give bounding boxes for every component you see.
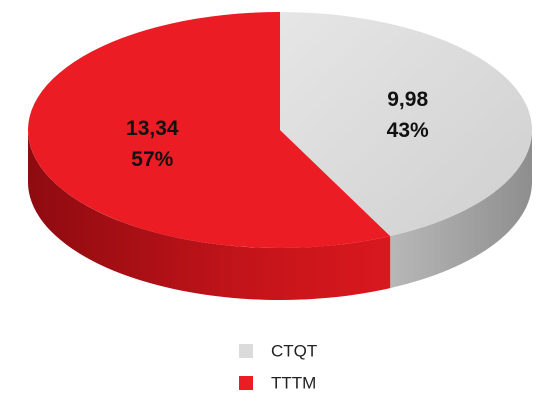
value-label: 9,98 <box>387 88 428 111</box>
percent-label: 57% <box>131 148 173 171</box>
legend-label: CTQT <box>271 341 317 360</box>
legend-label: TTTM <box>271 373 316 392</box>
slice <box>280 12 532 237</box>
slice <box>27 12 391 248</box>
slice-side <box>390 130 532 289</box>
legend-swatch <box>239 344 253 358</box>
legend-swatch <box>239 376 253 390</box>
slice-side <box>28 130 391 301</box>
value-label: 13,34 <box>126 117 179 140</box>
percent-label: 43% <box>387 119 429 142</box>
